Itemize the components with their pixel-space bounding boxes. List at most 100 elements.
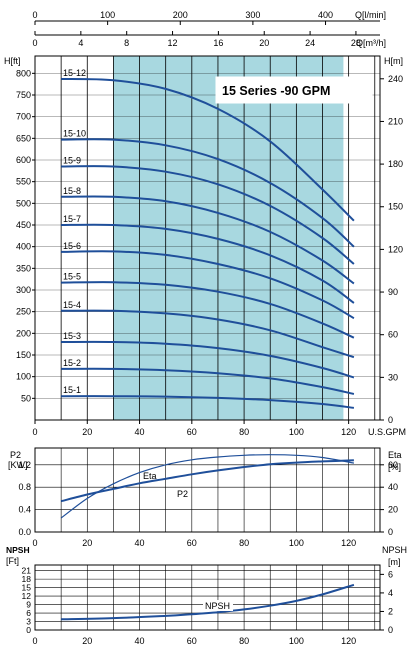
head-curves-panel: 5010015020025030035040045050055060065070… xyxy=(4,55,406,437)
lpm-unit-label: Q[l/min] xyxy=(355,10,386,20)
curve-label: 15-6 xyxy=(63,241,81,251)
y-tick-label: 150 xyxy=(16,350,31,360)
curve-eta xyxy=(60,454,355,519)
y2-tick-label: 90 xyxy=(388,287,398,297)
curve-label: 15-10 xyxy=(63,129,86,139)
head-curve xyxy=(61,395,355,409)
y-tick-label: 50 xyxy=(21,393,31,403)
curve-label: 15-8 xyxy=(63,186,81,196)
x-tick-label: 40 xyxy=(135,538,145,548)
lpm-tick-label: 400 xyxy=(318,10,333,20)
m3h-tick-label: 0 xyxy=(32,38,37,48)
lpm-tick-label: 0 xyxy=(32,10,37,20)
x-tick-label: 120 xyxy=(341,538,356,548)
head-curve xyxy=(61,309,355,359)
y2-tick-label: 30 xyxy=(388,372,398,382)
y-axis-unit: [Ft] xyxy=(6,556,19,566)
curve-label-npsh: NPSH xyxy=(205,601,230,611)
top-flow-axes: 0 100 200 300 400 Q[l/min] 0 4 8 12 16 20 24 28Q[m³/h… xyxy=(32,10,386,48)
y-tick-label: 15 xyxy=(22,583,32,593)
m3h-tick-label: 4 xyxy=(78,38,83,48)
y2-tick-label: 6 xyxy=(388,569,393,579)
y-tick-label: 700 xyxy=(16,112,31,122)
x-tick-label: 100 xyxy=(289,636,304,646)
y-tick-label: 450 xyxy=(16,220,31,230)
x-tick-label: 80 xyxy=(239,538,249,548)
y-axis-label: NPSH xyxy=(6,545,30,555)
head-curve xyxy=(61,281,355,339)
y-axis-label: H[ft] xyxy=(4,56,21,66)
curve-p2 xyxy=(60,459,354,503)
y-tick-label: 650 xyxy=(16,133,31,143)
chart-title-box: 15 Series -90 GPM xyxy=(215,76,373,104)
head-curve xyxy=(61,165,355,265)
m3h-tick-label: 24 xyxy=(305,38,315,48)
x-tick-label: 120 xyxy=(341,427,356,437)
x-tick-label: 80 xyxy=(239,427,249,437)
y-tick-label: 100 xyxy=(16,372,31,382)
y2-tick-label: 2 xyxy=(388,606,393,616)
chart-title: 15 Series -90 GPM xyxy=(222,84,330,98)
y-tick-label: 550 xyxy=(16,177,31,187)
y-tick-label: 0.0 xyxy=(18,527,31,537)
y-tick-label: 0.4 xyxy=(18,505,31,515)
x-tick-label: 60 xyxy=(187,538,197,548)
y2-axis-label: H[m] xyxy=(384,56,403,66)
lpm-tick-label: 200 xyxy=(173,10,188,20)
curve-label-eta: Eta xyxy=(143,471,157,481)
head-curve xyxy=(61,367,355,395)
lpm-tick-label: 100 xyxy=(100,10,115,20)
y2-axis-unit: [m] xyxy=(388,557,401,567)
y2-tick-label: 0 xyxy=(388,527,393,537)
y-tick-label: 750 xyxy=(16,90,31,100)
x-tick-label: 0 xyxy=(32,636,37,646)
m3h-tick-label: 12 xyxy=(168,38,178,48)
plot-frame xyxy=(34,55,381,421)
x-tick-label: 120 xyxy=(341,636,356,646)
x-tick-label: 40 xyxy=(135,427,145,437)
y-tick-label: 18 xyxy=(22,574,32,584)
y-tick-label: 300 xyxy=(16,285,31,295)
y2-axis-unit: [%] xyxy=(388,462,401,472)
curve-label: 15-7 xyxy=(63,214,81,224)
m3h-tick-label: 16 xyxy=(213,38,223,48)
x-tick-label: 0 xyxy=(32,427,37,437)
y-tick-label: 800 xyxy=(16,68,31,78)
y2-tick-label: 20 xyxy=(388,505,398,515)
m3h-tick-label: 20 xyxy=(259,38,269,48)
y-tick-label: 3 xyxy=(26,617,31,627)
y-tick-label: 21 xyxy=(22,566,32,576)
curve-label: 15-4 xyxy=(63,300,81,310)
y2-axis-label: Eta xyxy=(388,450,402,460)
m3h-tick-label: 28 xyxy=(351,38,361,48)
y-tick-label: 250 xyxy=(16,307,31,317)
title-background xyxy=(215,76,373,104)
head-curve xyxy=(61,223,355,304)
y2-tick-label: 40 xyxy=(388,482,398,492)
y2-tick-label: 180 xyxy=(388,159,403,169)
plot-frame xyxy=(34,564,381,631)
y2-axis-label: NPSH xyxy=(382,545,407,555)
head-curve xyxy=(61,250,355,320)
x-tick-label: 60 xyxy=(187,636,197,646)
y-tick-label: 6 xyxy=(26,608,31,618)
curve-label: 15-2 xyxy=(63,358,81,368)
y-tick-label: 350 xyxy=(16,263,31,273)
y2-tick-label: 60 xyxy=(388,330,398,340)
curve-label: 15-9 xyxy=(63,156,81,166)
curve-label-p2: P2 xyxy=(177,489,188,499)
y2-tick-label: 0 xyxy=(388,625,393,635)
x-tick-label: 20 xyxy=(82,538,92,548)
y2-tick-label: 150 xyxy=(388,202,403,212)
x-tick-label: 20 xyxy=(82,427,92,437)
y2-tick-label: 240 xyxy=(388,74,403,84)
y-tick-label: 9 xyxy=(26,600,31,610)
y2-tick-label: 120 xyxy=(388,244,403,254)
x-tick-label: 80 xyxy=(239,636,249,646)
head-curve xyxy=(61,138,355,248)
y2-tick-label: 60 xyxy=(388,460,398,470)
y-tick-label: 0.8 xyxy=(18,482,31,492)
